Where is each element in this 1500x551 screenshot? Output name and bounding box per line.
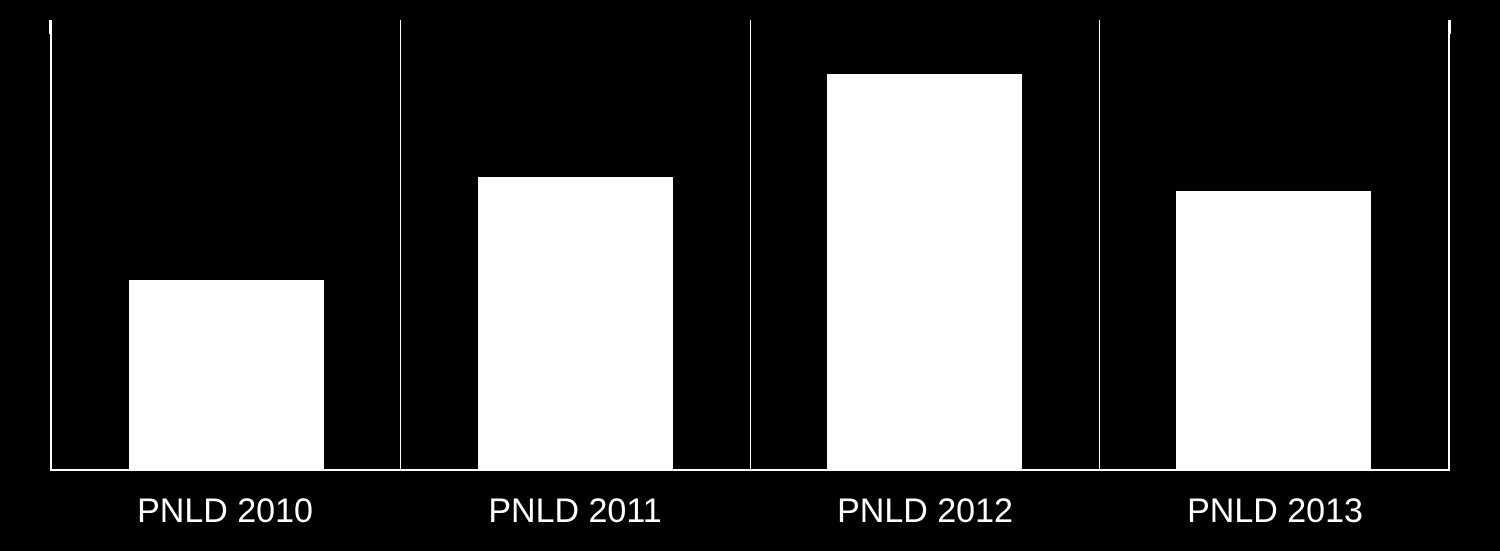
- label-slot: PNLD 2011: [400, 471, 750, 551]
- x-axis-labels: PNLD 2010 PNLD 2011 PNLD 2012 PNLD 2013: [50, 471, 1450, 551]
- bar-slot: [401, 20, 750, 469]
- label-slot: PNLD 2013: [1100, 471, 1450, 551]
- plot-area: [50, 20, 1450, 471]
- x-label: PNLD 2013: [1187, 492, 1363, 531]
- bar-pnld-2011: [478, 177, 673, 469]
- bar-slot: [50, 20, 401, 469]
- x-label: PNLD 2010: [137, 492, 313, 531]
- label-slot: PNLD 2012: [750, 471, 1100, 551]
- bar-slot: [751, 20, 1100, 469]
- x-label: PNLD 2012: [837, 492, 1013, 531]
- bar-chart: PNLD 2010 PNLD 2011 PNLD 2012 PNLD 2013: [0, 0, 1500, 551]
- bar-pnld-2013: [1176, 191, 1371, 469]
- bar-pnld-2010: [129, 280, 324, 469]
- bar-slot: [1100, 20, 1450, 469]
- x-label: PNLD 2011: [488, 492, 661, 531]
- axis-tick: [1449, 20, 1451, 34]
- bar-pnld-2012: [827, 74, 1022, 469]
- label-slot: PNLD 2010: [50, 471, 400, 551]
- axis-tick: [49, 20, 51, 34]
